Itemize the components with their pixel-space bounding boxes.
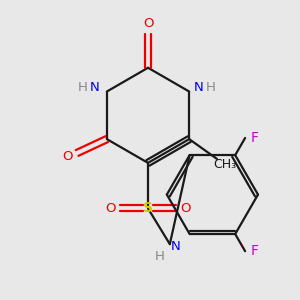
- Text: H: H: [206, 81, 216, 94]
- Text: H: H: [155, 250, 165, 262]
- Text: O: O: [62, 150, 73, 164]
- Text: O: O: [180, 202, 191, 215]
- Text: N: N: [171, 240, 181, 253]
- Text: N: N: [90, 81, 100, 94]
- Text: O: O: [143, 17, 153, 30]
- Text: F: F: [251, 131, 259, 145]
- Text: N: N: [194, 81, 204, 94]
- Text: F: F: [251, 244, 259, 258]
- Text: CH₃: CH₃: [213, 158, 236, 171]
- Text: O: O: [105, 202, 116, 215]
- Text: H: H: [78, 81, 88, 94]
- Text: S: S: [143, 202, 153, 215]
